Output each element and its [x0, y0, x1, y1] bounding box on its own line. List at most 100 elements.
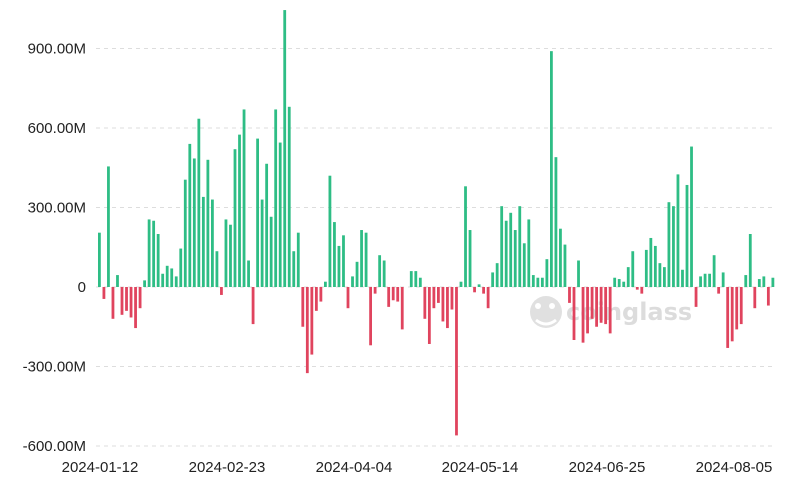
bar	[590, 287, 594, 319]
bar	[382, 260, 386, 287]
bar	[256, 138, 259, 287]
bar	[269, 216, 273, 287]
bar	[586, 287, 589, 334]
bar	[721, 272, 725, 287]
bar	[717, 287, 721, 294]
bar	[165, 265, 169, 287]
bar	[324, 281, 327, 287]
bar	[599, 287, 603, 323]
bar	[450, 287, 454, 310]
y-tick-label: 900.00M	[28, 41, 86, 58]
bar	[509, 212, 513, 287]
x-tick-label: 2024-06-25	[569, 459, 646, 476]
bar	[685, 184, 689, 287]
bar	[274, 109, 278, 287]
bar	[107, 166, 110, 287]
bar	[409, 271, 413, 287]
bar	[224, 219, 228, 287]
bar	[536, 277, 540, 287]
bar	[464, 186, 467, 287]
bar	[708, 273, 711, 287]
bar	[364, 232, 368, 287]
bar	[559, 228, 562, 287]
bar	[197, 118, 201, 287]
bar	[301, 287, 305, 327]
bar	[129, 287, 133, 318]
bar	[432, 287, 436, 309]
bar	[319, 287, 323, 302]
x-tick-label: 2024-04-04	[316, 459, 393, 476]
bar	[644, 249, 648, 287]
bar	[477, 284, 481, 287]
bar	[400, 287, 404, 330]
bar	[337, 245, 341, 287]
bar	[757, 279, 761, 287]
bar	[540, 277, 544, 287]
bar	[771, 277, 775, 287]
bar	[694, 287, 698, 307]
bar	[495, 263, 499, 287]
x-axis-ticks: 2024-01-12 2024-02-23 2024-04-04 2024-05-14…	[62, 459, 773, 476]
bar	[170, 268, 174, 287]
grid-layer	[96, 48, 776, 447]
bar	[351, 276, 354, 287]
bar	[183, 179, 187, 287]
bar	[342, 235, 345, 287]
bar	[739, 287, 743, 325]
bar	[174, 276, 178, 287]
bar	[572, 287, 576, 340]
bar	[441, 287, 445, 322]
bar	[414, 271, 418, 287]
bar	[690, 146, 693, 287]
watermark-text: coinglass	[566, 298, 692, 326]
bar	[617, 279, 621, 287]
bar	[138, 287, 142, 309]
bar	[292, 251, 296, 287]
bar	[748, 234, 752, 287]
bar	[179, 248, 183, 287]
y-axis-ticks: 900.00M 600.00M 300.00M 0 -300.00M -600.00M	[23, 41, 86, 456]
bar	[726, 287, 730, 348]
bar	[455, 287, 458, 436]
bar	[482, 287, 485, 294]
bar	[278, 142, 282, 287]
bar	[283, 10, 287, 287]
bar	[427, 287, 431, 344]
bar	[581, 287, 585, 343]
bar	[653, 245, 657, 287]
bar	[491, 272, 495, 287]
bar	[527, 219, 531, 287]
bar	[346, 287, 350, 309]
x-tick-label: 2024-02-23	[189, 459, 266, 476]
bar	[568, 287, 571, 303]
bar-layer	[98, 10, 775, 436]
bar	[387, 287, 391, 307]
bar	[378, 255, 382, 287]
bar	[635, 287, 639, 290]
bar	[305, 287, 309, 374]
bar	[667, 202, 671, 287]
bar	[658, 263, 662, 287]
bar	[518, 206, 522, 287]
bar	[446, 287, 449, 329]
coinglass-logo-icon	[530, 296, 562, 328]
bar	[233, 149, 237, 287]
bar	[310, 287, 314, 355]
bar	[296, 232, 300, 287]
bar	[613, 277, 617, 287]
bar	[391, 287, 395, 301]
bar	[608, 287, 612, 334]
bar	[333, 222, 336, 287]
bar	[500, 206, 504, 287]
bar	[125, 287, 128, 311]
y-tick-label: 300.00M	[28, 200, 86, 217]
bar	[98, 232, 101, 287]
y-tick-label: -300.00M	[23, 359, 86, 376]
bar	[251, 287, 255, 325]
bar	[373, 287, 377, 294]
bar	[762, 276, 766, 287]
bar	[735, 287, 739, 330]
x-tick-label: 2024-08-05	[696, 459, 773, 476]
bar	[522, 243, 526, 287]
